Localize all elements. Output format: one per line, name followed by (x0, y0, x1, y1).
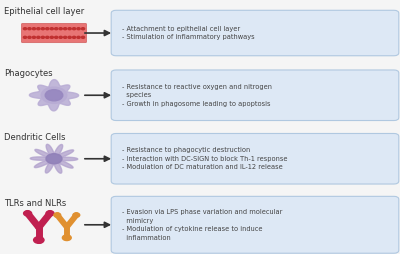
FancyBboxPatch shape (22, 23, 87, 43)
Circle shape (24, 28, 27, 30)
Circle shape (28, 28, 31, 30)
Circle shape (68, 28, 71, 30)
Text: Dendritic Cells: Dendritic Cells (4, 133, 66, 142)
Circle shape (41, 87, 67, 103)
Circle shape (34, 237, 44, 243)
Text: - Evasion via LPS phase variation and molecular
  mimicry
- Modulation of cytoki: - Evasion via LPS phase variation and mo… (122, 209, 282, 241)
FancyBboxPatch shape (111, 10, 399, 56)
Circle shape (37, 36, 40, 38)
Circle shape (82, 28, 85, 30)
Circle shape (46, 211, 54, 216)
Circle shape (64, 28, 67, 30)
Text: - Resistance to phagocytic destruction
- Interaction with DC-SIGN to block Th-1 : - Resistance to phagocytic destruction -… (122, 147, 288, 170)
Circle shape (59, 28, 62, 30)
Circle shape (64, 36, 67, 38)
Polygon shape (30, 144, 78, 173)
Circle shape (24, 36, 27, 38)
Circle shape (24, 211, 32, 216)
Text: - Resistance to reactive oxygen and nitrogen
  species
- Growth in phagosome lea: - Resistance to reactive oxygen and nitr… (122, 84, 272, 107)
Circle shape (46, 28, 49, 30)
Circle shape (73, 213, 80, 217)
Circle shape (41, 36, 44, 38)
Circle shape (72, 28, 76, 30)
Circle shape (46, 154, 62, 164)
Circle shape (50, 28, 53, 30)
Polygon shape (29, 80, 79, 111)
Circle shape (59, 36, 62, 38)
Circle shape (41, 28, 44, 30)
Circle shape (32, 36, 36, 38)
Circle shape (55, 28, 58, 30)
Text: Epithelial cell layer: Epithelial cell layer (4, 7, 84, 16)
Circle shape (82, 36, 85, 38)
FancyBboxPatch shape (111, 70, 399, 121)
Circle shape (77, 36, 80, 38)
Circle shape (50, 36, 53, 38)
Circle shape (77, 28, 80, 30)
Circle shape (62, 235, 71, 241)
Text: - Attachment to epithelial cell layer
- Stimulation of inflammatory pathways: - Attachment to epithelial cell layer - … (122, 26, 255, 40)
Circle shape (55, 36, 58, 38)
Circle shape (37, 28, 40, 30)
FancyBboxPatch shape (111, 196, 399, 253)
Text: TLRs and NLRs: TLRs and NLRs (4, 199, 66, 208)
Circle shape (72, 36, 76, 38)
FancyBboxPatch shape (111, 134, 399, 184)
Circle shape (46, 36, 49, 38)
Circle shape (32, 28, 36, 30)
Circle shape (54, 213, 61, 217)
Circle shape (45, 90, 63, 101)
Text: Phagocytes: Phagocytes (4, 69, 53, 78)
Circle shape (28, 36, 31, 38)
Circle shape (68, 36, 71, 38)
